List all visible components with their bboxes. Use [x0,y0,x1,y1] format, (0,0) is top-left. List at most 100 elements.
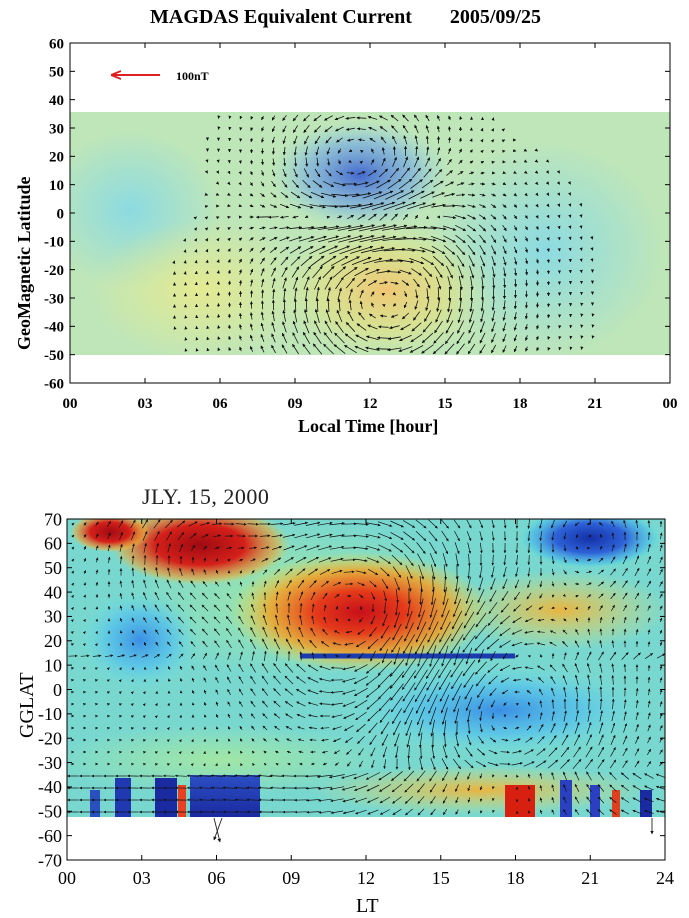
vector-arrow [420,191,435,199]
vector-arrow [419,203,437,209]
vector-arrow [513,323,517,331]
vector-arrow [314,308,320,323]
vector-arrow [404,291,408,298]
vector-arrow [349,202,374,209]
vector-arrow [502,170,507,175]
vector-arrow [333,182,346,187]
vector-arrow [349,245,374,254]
vector-arrow [327,235,352,243]
vector-arrow [282,115,287,121]
vector-arrow [188,521,198,527]
vector-arrow [270,257,277,265]
vector-arrow [481,276,485,290]
vector-arrow [534,181,539,185]
vector-arrow [289,236,303,242]
vector-arrow [421,179,434,189]
bottom-x-tick-label: 21 [581,868,599,888]
vector-arrow [271,136,275,144]
vector-arrow [271,310,275,322]
vector-arrow [443,204,456,208]
vector-arrow [352,192,372,198]
vector-arrow [330,255,349,267]
vector-arrow [227,181,231,185]
vector-arrow [204,238,209,242]
vector-arrow [434,266,443,278]
vector-arrow [546,203,550,208]
vector-arrow [249,237,254,241]
vector-arrow [329,522,345,526]
vector-arrow [291,179,300,189]
bottom-x-tick-label: 15 [432,868,450,888]
vector-arrow [293,135,298,145]
vector-arrow [260,311,264,321]
vector-arrow [547,336,551,340]
vector-arrow [420,256,435,266]
vector-arrow [557,214,561,219]
vector-arrow [260,322,264,332]
vector-arrow [502,235,507,243]
vector-arrow [280,191,289,199]
vector-arrow [524,324,529,331]
vector-arrow [249,323,253,331]
vector-arrow [354,345,369,353]
vector-arrow [269,246,278,254]
vector-arrow [336,309,343,323]
vector-arrow [536,335,540,341]
vector-arrow [280,256,289,266]
vector-arrow [260,170,264,176]
vector-arrow [382,304,386,308]
vector-arrow [513,181,517,186]
bottom-green-low [67,725,390,795]
vector-arrow [392,291,396,296]
vector-arrow [238,324,243,330]
bottom-y-tick-label: -30 [38,753,62,773]
bottom-x-tick-label: 24 [656,868,674,888]
vector-arrow [513,214,518,220]
top-x-tick-label: 00 [663,396,678,412]
top-y-tick-label: 20 [49,150,64,166]
vector-arrow [317,521,333,526]
vector-arrow [502,214,507,220]
vector-arrow [401,280,410,286]
vector-arrow [367,115,378,120]
vector-arrow [261,137,265,143]
vector-arrow [403,156,408,168]
bottom-positive-band-1 [178,785,186,817]
bottom-negative-midright [350,665,650,755]
bottom-orange-right [450,570,665,650]
vector-arrow [513,236,518,243]
vector-arrow [534,159,539,163]
vector-arrow [271,147,276,155]
vector-arrow [503,278,507,289]
vector-arrow [418,237,437,242]
vector-arrow [200,522,210,526]
vector-arrow [260,268,265,276]
vector-arrow [491,321,496,333]
vector-arrow [445,320,454,334]
vector-arrow [491,245,496,255]
vector-arrow [261,126,265,132]
vector-arrow [446,170,453,176]
vector-arrow [293,146,297,156]
vector-arrow [513,334,518,342]
vector-arrow [322,265,335,279]
vector-arrow [282,522,296,526]
vector-arrow [396,190,415,200]
vector-arrow [239,335,243,341]
vector-arrow [353,523,369,526]
vector-arrow [379,115,388,121]
vector-arrow [376,269,391,274]
bottom-negative-band-6 [590,785,600,817]
vector-arrow [479,234,486,244]
vector-arrow [426,146,430,156]
vector-arrow [250,127,254,132]
vector-arrow [228,335,232,340]
vector-arrow [422,267,433,277]
vector-arrow [381,224,408,231]
vector-arrow [491,150,495,154]
top-y-ticks: 60 50 40 30 20 10 0 -10 -20 -30 -40 -50 -60 [44,36,670,392]
bottom-y-tick-label: -40 [38,777,62,797]
vector-arrow [71,522,75,526]
vector-arrow [492,266,496,278]
vector-arrow [238,279,243,286]
